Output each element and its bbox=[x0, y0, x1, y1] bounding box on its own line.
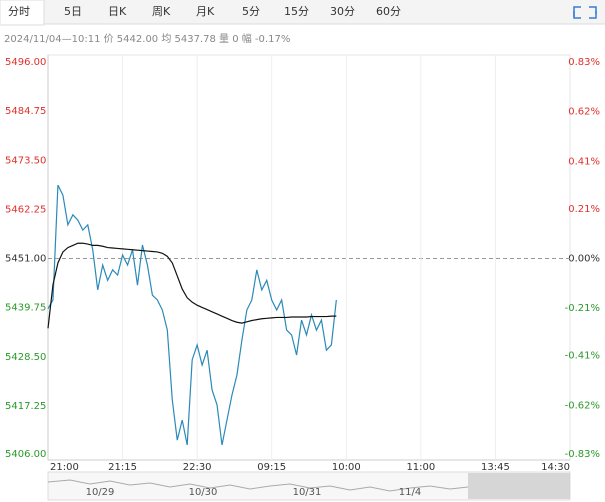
x-tick-label: 22:30 bbox=[183, 462, 212, 473]
tab[interactable]: 月K bbox=[196, 5, 215, 18]
tab-selected bbox=[0, 0, 45, 26]
expand-icon-part bbox=[573, 11, 597, 19]
x-tick-label: 09:15 bbox=[257, 462, 286, 473]
tab[interactable]: 周K bbox=[152, 5, 171, 18]
y-tick-label: 5428.50 bbox=[5, 352, 46, 363]
navigator-date: 11/4 bbox=[399, 487, 421, 498]
x-tick-label: 21:00 bbox=[50, 462, 79, 473]
x-tick-label: 13:45 bbox=[481, 462, 510, 473]
y2-tick-label: 0.21% bbox=[568, 204, 600, 215]
y2-tick-label: -0.41% bbox=[565, 351, 600, 362]
y2-tick-label: 0.41% bbox=[568, 156, 600, 167]
y-tick-label: 5484.75 bbox=[5, 106, 46, 117]
expand-icon-part bbox=[573, 6, 597, 17]
x-tick-label: 14:30 bbox=[541, 462, 570, 473]
y-tick-label: 5496.00 bbox=[5, 57, 46, 68]
tab[interactable]: 5日 bbox=[64, 5, 82, 18]
y2-tick-label: -0.21% bbox=[565, 303, 600, 314]
y-tick-label: 5406.00 bbox=[5, 449, 46, 460]
y2-tick-label: 0.62% bbox=[568, 107, 600, 118]
y-tick-label: 5473.50 bbox=[5, 155, 46, 166]
tab[interactable]: 分时 bbox=[8, 5, 30, 18]
x-tick-label: 10:00 bbox=[332, 462, 361, 473]
navigator-line bbox=[47, 479, 469, 492]
y2-tick-label: 0.83% bbox=[568, 57, 600, 68]
series-line bbox=[47, 242, 337, 329]
tab[interactable]: 60分 bbox=[376, 5, 401, 18]
y2-tick-label: -0.83% bbox=[565, 449, 600, 460]
info-line: 2024/11/04—10:11 价 5442.00 均 5437.78 量 0… bbox=[4, 32, 290, 45]
tab-bar bbox=[0, 0, 605, 24]
y2-tick-label: 0.00% bbox=[568, 254, 600, 265]
x-tick-label: 11:00 bbox=[406, 462, 435, 473]
tab[interactable]: 15分 bbox=[284, 5, 309, 18]
navigator-date: 10/31 bbox=[293, 487, 322, 498]
x-tick-label: 21:15 bbox=[108, 462, 137, 473]
tab[interactable]: 30分 bbox=[330, 5, 355, 18]
tab[interactable]: 日K bbox=[108, 5, 127, 18]
plot-frame bbox=[47, 54, 571, 461]
y-tick-label: 5439.75 bbox=[5, 303, 46, 314]
series-line bbox=[47, 184, 337, 446]
expand-icon[interactable] bbox=[573, 6, 597, 19]
navigator-selection[interactable] bbox=[468, 473, 570, 499]
y2-tick-label: -0.62% bbox=[565, 400, 600, 411]
tab[interactable]: 5分 bbox=[242, 5, 260, 18]
y-tick-label: 5462.25 bbox=[5, 204, 46, 215]
y-tick-label: 5451.00 bbox=[5, 254, 46, 265]
navigator-date: 10/30 bbox=[189, 487, 218, 498]
y-tick-label: 5417.25 bbox=[5, 401, 46, 412]
navigator-date: 10/29 bbox=[86, 487, 115, 498]
